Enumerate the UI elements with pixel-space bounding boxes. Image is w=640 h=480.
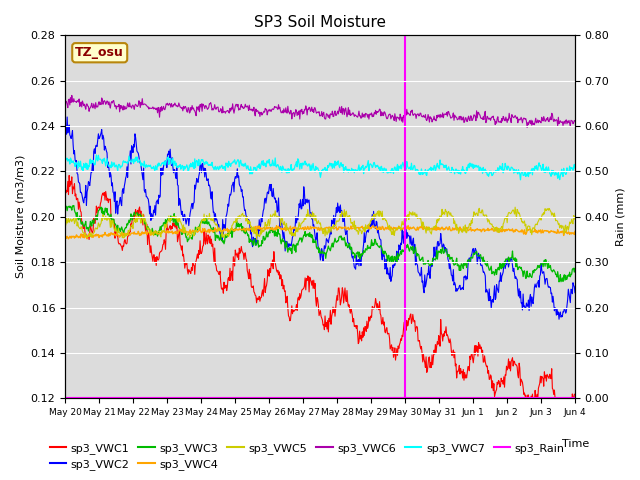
sp3_VWC7 [402,165,410,171]
sp3_VWC7 [516,177,524,183]
sp3_VWC4 [122,231,129,237]
sp3_VWC5 [240,213,248,219]
sp3_VWC6 [241,105,248,110]
Line: sp3_VWC7: sp3_VWC7 [65,155,575,180]
sp3_VWC2 [241,208,248,214]
sp3_VWC4 [571,228,579,234]
sp3_VWC6 [571,118,579,124]
sp3_VWC7 [373,164,381,169]
sp3_Rain [401,394,409,400]
sp3_VWC2 [373,219,381,225]
sp3_VWC2 [122,175,129,181]
sp3_VWC7 [122,158,129,164]
sp3_VWC4 [374,226,381,231]
sp3_VWC5 [373,211,381,216]
sp3_VWC2 [571,290,579,296]
sp3_VWC6 [216,109,223,115]
sp3_VWC3 [571,265,579,271]
sp3_VWC6 [373,108,381,114]
sp3_VWC4 [241,226,248,232]
sp3_VWC7 [61,152,69,158]
sp3_VWC4 [364,223,371,228]
sp3_VWC3 [215,235,223,240]
sp3_VWC4 [403,224,410,230]
sp3_Rain [571,394,579,400]
sp3_VWC2 [63,114,71,120]
sp3_VWC1 [241,251,248,257]
Title: SP3 Soil Moisture: SP3 Soil Moisture [254,15,386,30]
sp3_VWC7 [93,152,100,158]
sp3_VWC5 [61,222,69,228]
sp3_VWC2 [555,316,563,322]
sp3_VWC3 [401,248,409,254]
sp3_VWC2 [61,125,69,131]
sp3_VWC3 [61,201,69,207]
Y-axis label: Soil Moisture (m3/m3): Soil Moisture (m3/m3) [15,155,25,278]
sp3_VWC7 [241,163,248,169]
sp3_VWC5 [253,236,260,242]
sp3_Rain [372,394,380,400]
Text: TZ_osu: TZ_osu [76,46,124,59]
sp3_VWC4 [61,234,69,240]
Line: sp3_VWC2: sp3_VWC2 [65,117,575,319]
sp3_VWC6 [122,106,129,112]
sp3_Rain [259,394,267,400]
sp3_VWC7 [571,165,579,171]
Line: sp3_VWC6: sp3_VWC6 [65,96,575,128]
sp3_VWC3 [240,229,248,235]
sp3_VWC5 [260,228,268,234]
sp3_VWC3 [121,226,129,231]
Y-axis label: Rain (mm): Rain (mm) [615,188,625,246]
sp3_VWC4 [216,225,223,231]
Line: sp3_VWC4: sp3_VWC4 [65,226,575,239]
sp3_VWC1 [402,323,410,329]
Line: sp3_VWC1: sp3_VWC1 [65,176,575,403]
sp3_VWC5 [121,230,129,236]
sp3_VWC1 [373,306,381,312]
sp3_VWC7 [260,163,268,168]
sp3_VWC1 [65,173,73,179]
sp3_VWC6 [260,108,268,114]
sp3_Rain [215,394,223,400]
sp3_Rain [121,394,129,400]
sp3_VWC4 [65,236,72,242]
sp3_VWC1 [122,240,129,246]
sp3_VWC6 [524,125,531,131]
sp3_VWC1 [216,272,223,277]
sp3_Rain [240,394,248,400]
sp3_VWC5 [215,228,223,234]
sp3_VWC1 [260,284,268,290]
Legend: sp3_VWC1, sp3_VWC2, sp3_VWC3, sp3_VWC4, sp3_VWC5, sp3_VWC6, sp3_VWC7, sp3_Rain: sp3_VWC1, sp3_VWC2, sp3_VWC3, sp3_VWC4, … [45,438,569,474]
sp3_Rain [61,394,69,400]
sp3_VWC5 [402,213,410,219]
sp3_VWC2 [260,206,268,212]
sp3_VWC1 [525,400,533,406]
sp3_VWC5 [571,214,579,219]
sp3_VWC3 [259,233,267,239]
sp3_VWC1 [571,391,579,397]
sp3_VWC7 [216,163,223,169]
sp3_VWC3 [555,279,563,285]
sp3_VWC5 [511,204,519,210]
Text: Time: Time [561,439,589,449]
sp3_VWC3 [372,241,380,247]
Line: sp3_VWC3: sp3_VWC3 [65,204,575,282]
sp3_VWC6 [68,93,76,98]
sp3_VWC6 [61,101,69,107]
sp3_VWC4 [260,225,268,230]
sp3_VWC1 [61,182,69,188]
sp3_VWC6 [402,111,410,117]
Line: sp3_VWC5: sp3_VWC5 [65,207,575,239]
sp3_VWC2 [216,226,223,232]
sp3_VWC2 [402,222,410,228]
